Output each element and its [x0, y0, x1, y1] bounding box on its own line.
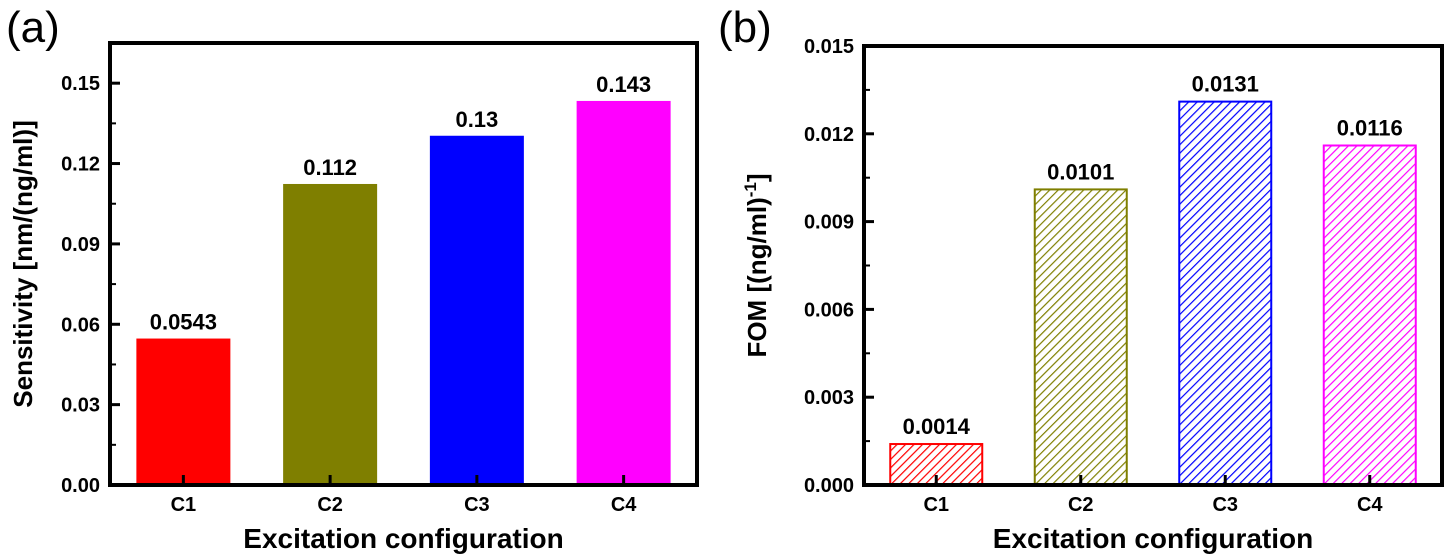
panel-b-y-axis-title-end: ]: [742, 173, 772, 182]
panel-a-data-label-c3: 0.13: [455, 107, 498, 132]
panel-a-category-label: C2: [317, 494, 343, 516]
panel-b-y-tick-label: 0.003: [804, 387, 854, 409]
panel-a-bar-c1: [136, 338, 231, 486]
panel-b-y-axis-title: FOM [(ng/ml)-1]: [741, 173, 772, 357]
panel-b-category-label: C2: [1068, 494, 1094, 516]
panel-a-y-tick-label: 0.12: [61, 154, 100, 176]
panel-b-bars: 0.0014 0.0101 0.0131 0.0116: [889, 72, 1417, 487]
panel-a-y-tick-label: 0.06: [61, 314, 100, 336]
panel-a-category-label: C3: [464, 494, 490, 516]
panel-a-bar-c2: [283, 183, 378, 486]
panel-a-category-label: C1: [171, 494, 197, 516]
panel-a-y-tick-label: 0.09: [61, 234, 100, 256]
panel-a-y-axis-title: Sensitivity [nm/(ng/ml)]: [8, 120, 38, 407]
panel-b-y-tick-label: 0.012: [804, 124, 854, 146]
panel-a-bar-c4: [576, 100, 671, 487]
panel-b-y-tick-label: 0.015: [804, 36, 854, 58]
panel-b-category-label: C3: [1212, 494, 1238, 516]
panel-a-plot-frame: [108, 41, 699, 487]
panel-a-data-label-c4: 0.143: [596, 72, 651, 97]
panel-b-y-axis: 0.000 0.003 0.006 0.009 0.012 0.015: [804, 36, 874, 497]
panel-b-y-tick-label: 0.000: [804, 475, 854, 497]
panel-a-category-label: C4: [611, 494, 637, 516]
panel-b-data-label-c4: 0.0116: [1337, 116, 1403, 141]
panel-a-y-tick-label: 0.00: [61, 475, 100, 497]
panel-a-y-tick-label: 0.15: [61, 73, 100, 95]
panel-b-data-label-c3: 0.0131: [1192, 72, 1259, 97]
panel-b-x-axis-title: Excitation configuration: [993, 523, 1313, 554]
panel-b-y-tick-label: 0.009: [804, 212, 854, 234]
panel-b-category-label: C4: [1357, 494, 1383, 516]
panel-b-plot-frame: [862, 44, 1444, 487]
panel-b-label: (b): [718, 3, 772, 52]
panel-b-y-axis-title-main: FOM [(ng/ml): [742, 197, 772, 357]
panel-b-y-tick-label: 0.006: [804, 299, 854, 321]
panel-b-bar-c2: [1033, 188, 1128, 486]
panel-a: (a) 0.00 0.03 0.06 0.09 0.12 0.15 0.0543 0.112…: [6, 3, 699, 554]
panel-a-data-label-c2: 0.112: [303, 155, 357, 180]
panel-b-category-label: C1: [923, 494, 949, 516]
panel-b-x-axis: C1 C2 C3 C4: [923, 475, 1383, 516]
panel-a-x-axis-title: Excitation configuration: [243, 523, 563, 554]
panel-a-y-tick-label: 0.03: [61, 395, 100, 417]
panel-b: (b) 0.000 0.003 0.006 0.009 0.012 0.015 0.001…: [718, 3, 1444, 554]
panel-a-bars: 0.0543 0.112 0.13 0.143: [136, 72, 671, 487]
panel-b-bar-c4: [1322, 144, 1417, 487]
panel-a-x-axis: C1 C2 C3 C4: [171, 475, 637, 516]
panel-a-bar-c3: [429, 135, 524, 486]
panel-a-data-label-c1: 0.0543: [150, 310, 217, 335]
panel-b-bar-c3: [1178, 100, 1273, 487]
panel-b-data-label-c1: 0.0014: [903, 414, 971, 439]
panel-a-label: (a): [6, 3, 60, 52]
panel-b-y-axis-title-superscript: -1: [741, 182, 760, 197]
panel-b-data-label-c2: 0.0101: [1047, 159, 1114, 184]
